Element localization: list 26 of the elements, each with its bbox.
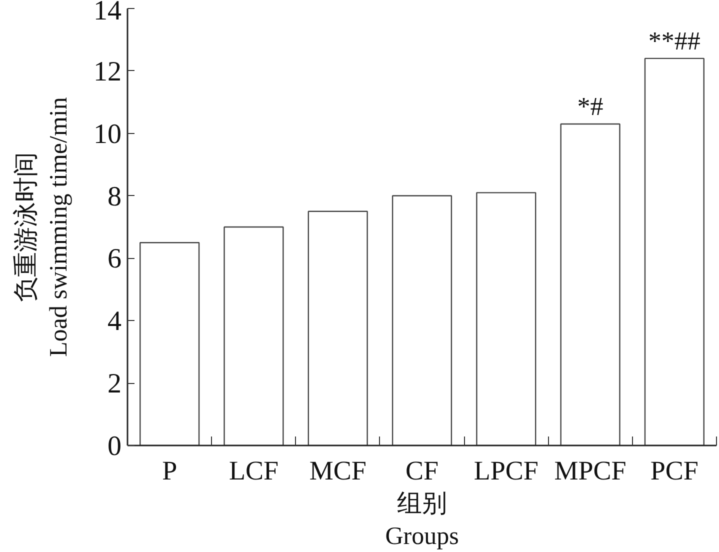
bar [224,226,284,446]
x-tick-label: P [162,456,178,486]
x-tick-label: LPCF [474,456,538,486]
y-tick-label: 14 [94,0,122,26]
y-tick-label: 4 [108,306,122,338]
x-axis-title: 组别 Groups [385,490,459,550]
x-tick-label: MCF [309,456,366,486]
y-tick-label: 2 [108,368,122,400]
bar [476,192,536,446]
x-tick-label: LCF [228,456,278,486]
bar [308,210,368,446]
y-axis-title: 负重游泳时间 Load swimming time/min [12,96,72,357]
annotation: **## [648,26,700,56]
bar [644,58,704,446]
y-tick-label: 6 [108,244,122,275]
x-tick-label: PCF [650,456,698,486]
y-tick-label: 12 [94,56,122,88]
bar [140,242,200,446]
bar [392,195,452,446]
y-tick-label: 10 [94,118,122,150]
y-tick-label: 0 [108,431,122,462]
annotation: *# [577,92,604,121]
x-tick-label: CF [405,456,439,486]
x-tick-label: MPCF [554,456,626,486]
y-tick-label: 8 [108,181,122,212]
bar [560,123,620,446]
